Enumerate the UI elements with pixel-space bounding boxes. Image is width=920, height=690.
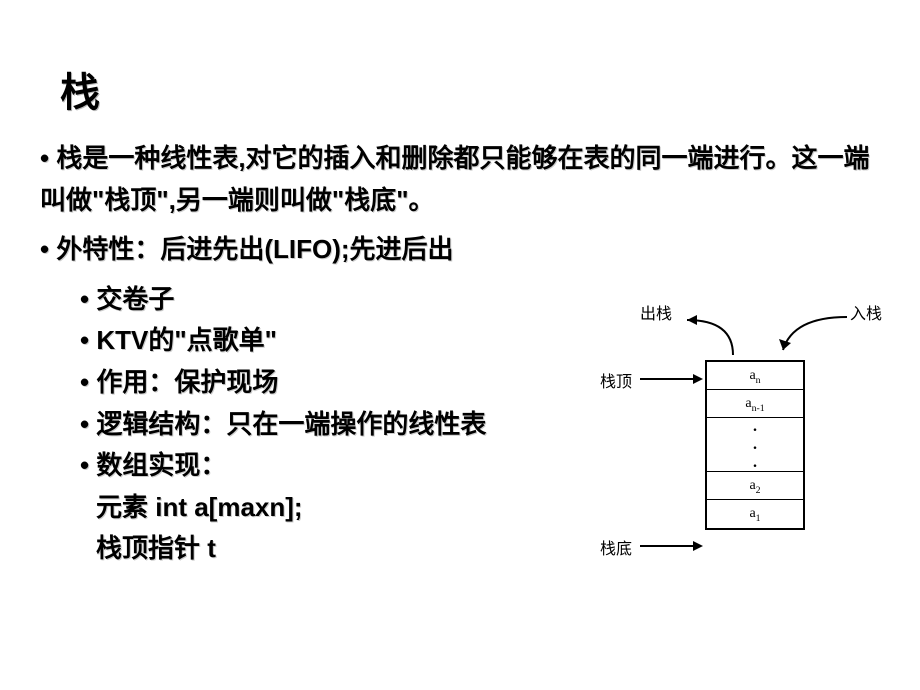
stack-box: an an-1 . . . a2 a1 xyxy=(705,360,805,530)
bullet-characteristic: • 外特性：后进先出(LIFO);先进后出 xyxy=(40,229,890,271)
stack-cell: an-1 xyxy=(707,390,803,418)
arrow-top-line xyxy=(640,378,695,380)
stack-cell-dot: . xyxy=(707,454,803,472)
stack-cell: a1 xyxy=(707,500,803,528)
arrow-bottom-line xyxy=(640,545,695,547)
label-top: 栈顶 xyxy=(600,368,632,392)
arrow-push-icon xyxy=(775,305,855,360)
arrow-top-head-icon xyxy=(693,374,703,384)
stack-cell-dot: . xyxy=(707,436,803,454)
stack-diagram: 出栈 入栈 栈顶 an an-1 . . . a2 a1 栈底 xyxy=(540,290,890,590)
slide: 栈 • 栈是一种线性表,对它的插入和删除都只能够在表的同一端进行。这一端叫做"栈… xyxy=(0,0,920,690)
arrow-pop-icon xyxy=(675,305,745,360)
arrow-bottom-head-icon xyxy=(693,541,703,551)
bullet-text: 栈是一种线性表,对它的插入和删除都只能够在表的同一端进行。这一端叫做"栈顶",另… xyxy=(40,143,870,215)
label-bottom: 栈底 xyxy=(600,535,632,559)
stack-cell: a2 xyxy=(707,472,803,500)
stack-cell-dot: . xyxy=(707,418,803,436)
stack-cell: an xyxy=(707,362,803,390)
label-pop: 出栈 xyxy=(640,300,672,324)
page-title: 栈 xyxy=(60,60,890,118)
bullet-definition: • 栈是一种线性表,对它的插入和删除都只能够在表的同一端进行。这一端叫做"栈顶"… xyxy=(40,138,890,221)
bullet-text: 外特性：后进先出(LIFO);先进后出 xyxy=(56,234,453,264)
